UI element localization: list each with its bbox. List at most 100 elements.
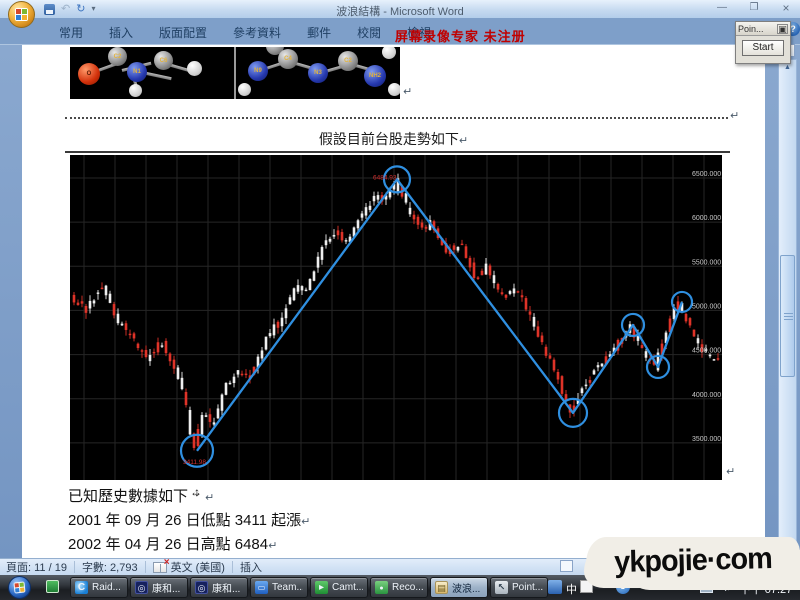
taskbar-button-kanghe-1[interactable]: 康和... xyxy=(130,577,188,598)
windows-logo-icon xyxy=(13,581,26,594)
undo-icon[interactable]: ↶ xyxy=(61,2,71,15)
point-window-title: Poin... xyxy=(738,23,764,34)
document-page[interactable]: O C2 N1 C6 N9 C4 N3 xyxy=(22,45,765,558)
move-cursor-icon xyxy=(190,485,205,501)
status-word-count[interactable]: 字數: 2,793 xyxy=(81,562,138,574)
svg-text:3500.000: 3500.000 xyxy=(692,436,721,443)
atom-hydrogen xyxy=(388,83,400,96)
taskbar-button-kanghe-2[interactable]: 康和... xyxy=(190,577,248,598)
office-button[interactable] xyxy=(8,1,35,28)
qat-dropdown-icon[interactable]: ▾ xyxy=(91,4,96,13)
tab-references[interactable]: 參考資料 xyxy=(233,26,282,40)
start-button[interactable] xyxy=(8,576,31,599)
status-language[interactable]: 英文 (美國) xyxy=(170,562,225,574)
kanghe-icon xyxy=(135,581,148,594)
paragraph-mark: ↵ xyxy=(730,110,740,122)
stock-chart-image[interactable]: 3411.98 6484.93 6500.000 6000.000 5500.000 50… xyxy=(70,155,722,480)
atom-hydrogen xyxy=(382,47,396,59)
svg-text:4500.000: 4500.000 xyxy=(692,348,721,355)
close-button[interactable] xyxy=(778,2,794,16)
svg-text:6500.000: 6500.000 xyxy=(692,171,721,178)
taskbar-button-word-doc[interactable]: 波浪... xyxy=(430,577,488,598)
word-doc-icon xyxy=(435,581,448,594)
taskbar-button-pointofix[interactable]: Point... xyxy=(490,577,548,598)
taskbar-button-recorder[interactable]: Reco... xyxy=(370,577,428,598)
molecule-divider xyxy=(234,47,236,99)
atom-hydrogen xyxy=(129,84,142,97)
save-icon[interactable] xyxy=(44,3,55,15)
doc-heading[interactable]: 假設目前台股走勢如下↵ xyxy=(318,131,469,147)
window-controls xyxy=(714,2,794,16)
document-area: O C2 N1 C6 N9 C4 N3 xyxy=(0,45,800,558)
restore-button[interactable] xyxy=(746,2,762,16)
proofing-errors-icon[interactable] xyxy=(152,557,170,573)
paragraph-mark: ↵ xyxy=(458,135,469,147)
site-watermark: ykpojie·com xyxy=(586,537,800,584)
doc-line-high-point[interactable]: 2002 年 04 月 26 日高點 6484↵ xyxy=(68,536,278,553)
taskbar-button-camtasia[interactable]: Camt... xyxy=(310,577,368,598)
status-insert-mode[interactable]: 插入 xyxy=(239,562,262,574)
screen-recorder-watermark: 屏幕录像专家 未注册 xyxy=(395,29,526,44)
quick-access-toolbar: ↶ ↻ ▾ xyxy=(44,2,95,16)
ime-icon[interactable] xyxy=(548,580,562,594)
pointofix-icon xyxy=(495,581,508,594)
outline-view-icon[interactable] xyxy=(560,560,573,572)
network-icon[interactable] xyxy=(700,583,713,593)
taskbar-clock[interactable]: 下午 07:27 xyxy=(739,584,793,596)
molecule-image-right[interactable]: N9 C4 N3 C2 NH2 xyxy=(236,47,400,99)
divider xyxy=(144,561,146,573)
molecule-image-left[interactable]: O C2 N1 C6 xyxy=(70,47,234,99)
atom-carbon: C6 xyxy=(154,51,173,70)
vertical-scrollbar[interactable] xyxy=(778,59,797,556)
point-window-close-icon[interactable] xyxy=(777,23,788,34)
molecule-images[interactable]: O C2 N1 C6 N9 C4 N3 xyxy=(70,47,400,99)
ime-input-square-icon[interactable] xyxy=(580,580,593,593)
ribbon-tab-row: 常用 插入 版面配置 參考資料 郵件 校閱 檢視 xyxy=(0,18,800,45)
recorder-icon xyxy=(375,581,388,594)
atom-nitrogen: N3 xyxy=(308,63,328,83)
paragraph-mark: ↵ xyxy=(268,540,278,552)
tab-review[interactable]: 校閱 xyxy=(357,26,382,40)
paragraph-mark: ↵ xyxy=(403,86,413,98)
atom-oxygen: O xyxy=(78,63,100,85)
atom-carbon: C2 xyxy=(108,47,127,66)
dotted-separator xyxy=(65,117,728,119)
start-recording-button[interactable]: Start xyxy=(742,40,784,56)
redo-icon[interactable]: ↻ xyxy=(76,2,86,15)
paragraph-mark: ↵ xyxy=(205,492,215,504)
doc-line-low-point[interactable]: 2001 年 09 月 26 日低點 3411 起漲↵ xyxy=(68,512,311,529)
tab-insert[interactable]: 插入 xyxy=(109,26,134,40)
svg-text:4000.000: 4000.000 xyxy=(692,392,721,399)
camtasia-icon xyxy=(315,581,328,594)
kanghe-icon xyxy=(195,581,208,594)
scrollbar-thumb[interactable] xyxy=(780,255,795,377)
title-bar xyxy=(0,0,800,18)
atom-amino-group: NH2 xyxy=(364,65,386,87)
tab-page-layout[interactable]: 版面配置 xyxy=(159,26,208,40)
atom-hydrogen xyxy=(187,61,202,76)
atom-carbon xyxy=(266,47,284,55)
status-page-indicator[interactable]: 頁面: 11 / 19 xyxy=(6,562,67,574)
svg-text:5000.000: 5000.000 xyxy=(692,303,721,310)
divider xyxy=(73,561,75,573)
tray-expand-icon[interactable] xyxy=(652,583,660,592)
ime-language-indicator[interactable]: 中 xyxy=(566,584,577,596)
svg-text:5500.000: 5500.000 xyxy=(692,259,721,266)
point-mini-window: Poin... Start xyxy=(735,21,791,64)
point-window-titlebar[interactable]: Poin... xyxy=(736,22,790,36)
tab-home[interactable]: 常用 xyxy=(59,26,84,40)
doc-line-history[interactable]: 已知歷史數據如下↵ xyxy=(68,485,214,506)
taskbar-button-teamviewer[interactable]: Team... xyxy=(250,577,308,598)
ribbon-tabs: 常用 插入 版面配置 參考資料 郵件 校閱 檢視 xyxy=(46,18,444,45)
tab-mailings[interactable]: 郵件 xyxy=(307,26,332,40)
teamviewer-icon xyxy=(255,581,268,594)
quick-launch-icon[interactable] xyxy=(46,580,59,593)
minimize-button[interactable] xyxy=(714,2,730,16)
taskbar-button-raidcall[interactable]: Raid... xyxy=(70,577,128,598)
svg-text:6484.93: 6484.93 xyxy=(373,174,397,181)
chart-top-border xyxy=(65,151,730,153)
atom-carbon: C4 xyxy=(278,49,298,69)
tab-view[interactable]: 檢視 xyxy=(407,26,432,40)
office-logo-icon xyxy=(15,8,28,21)
